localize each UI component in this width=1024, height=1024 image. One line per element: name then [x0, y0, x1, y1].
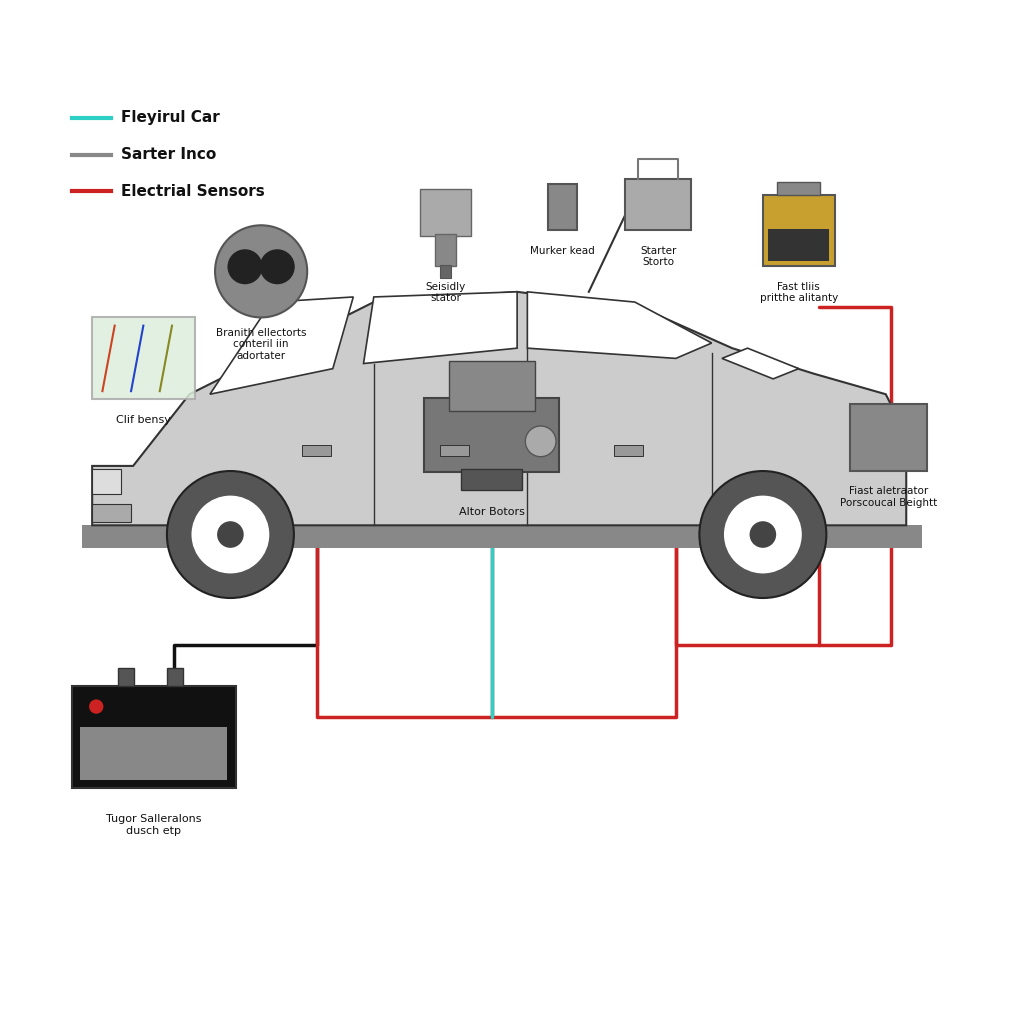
Text: Branith ellectorts
conteril iin
adortater: Branith ellectorts conteril iin adortate… — [216, 328, 306, 360]
Circle shape — [260, 249, 295, 285]
Bar — [167, 668, 183, 686]
Bar — [440, 264, 451, 278]
Bar — [92, 469, 121, 494]
Text: Starter
Storto: Starter Storto — [640, 246, 677, 267]
Polygon shape — [210, 297, 353, 394]
Circle shape — [525, 426, 556, 457]
Bar — [614, 445, 643, 456]
Bar — [768, 229, 829, 261]
Bar — [625, 179, 691, 230]
Bar — [92, 504, 131, 522]
Polygon shape — [364, 292, 517, 364]
Bar — [440, 445, 469, 456]
Bar — [449, 361, 535, 411]
Circle shape — [191, 496, 269, 573]
Bar — [881, 407, 904, 445]
Text: Sarter Inco: Sarter Inco — [121, 147, 216, 162]
Bar — [461, 469, 522, 490]
Bar — [82, 525, 922, 548]
Bar — [435, 234, 456, 266]
Circle shape — [215, 225, 307, 317]
Bar — [420, 189, 471, 236]
Circle shape — [724, 496, 802, 573]
Circle shape — [217, 521, 244, 548]
Text: Clif bensy: Clif bensy — [116, 415, 171, 425]
Text: Fiast aletraator
Porscoucal Beightt: Fiast aletraator Porscoucal Beightt — [841, 486, 937, 508]
Text: Seisidly
stator: Seisidly stator — [425, 282, 466, 303]
Polygon shape — [527, 292, 712, 358]
Text: Altor Botors: Altor Botors — [459, 507, 524, 517]
Bar — [80, 727, 227, 780]
Text: Fleyirul Car: Fleyirul Car — [121, 111, 219, 125]
Text: Tugor Salleralons
dusch etp: Tugor Salleralons dusch etp — [105, 814, 202, 836]
Circle shape — [89, 699, 103, 714]
Polygon shape — [722, 348, 799, 379]
Bar — [302, 445, 331, 456]
Bar — [92, 317, 195, 399]
Circle shape — [750, 521, 776, 548]
Circle shape — [227, 249, 262, 285]
Text: Fast tliis
pritthe alitanty: Fast tliis pritthe alitanty — [760, 282, 838, 303]
Bar — [763, 195, 835, 266]
Text: Electrial Sensors: Electrial Sensors — [121, 184, 264, 199]
Text: Murker kead: Murker kead — [529, 246, 595, 256]
Bar — [777, 181, 820, 195]
Bar — [548, 184, 577, 230]
Polygon shape — [92, 292, 906, 525]
Circle shape — [167, 471, 294, 598]
Circle shape — [699, 471, 826, 598]
Bar — [72, 686, 236, 788]
Bar — [424, 398, 559, 472]
Bar — [118, 668, 134, 686]
Bar — [850, 404, 927, 471]
